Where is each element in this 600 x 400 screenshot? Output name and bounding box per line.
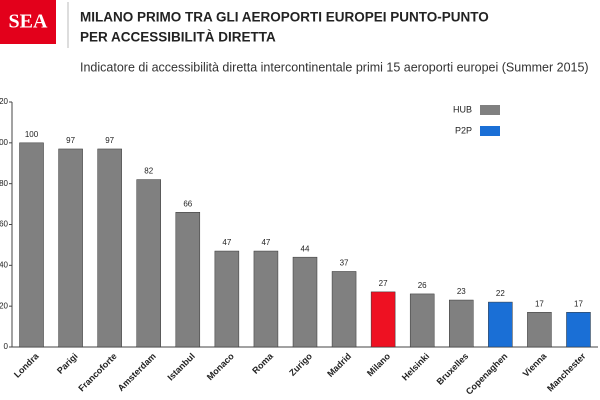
legend-swatch <box>480 126 500 136</box>
x-tick-label: Parigi <box>55 351 80 376</box>
chart-title: PER ACCESSIBILITÀ DIRETTA <box>80 30 276 45</box>
bar <box>97 148 122 348</box>
logo: SEA <box>9 11 48 33</box>
x-tick-label: Roma <box>250 350 275 375</box>
legend-label: P2P <box>455 125 472 135</box>
data-label: 66 <box>183 199 192 208</box>
data-label: 27 <box>379 279 388 288</box>
x-tick-label: Helsinki <box>400 351 431 382</box>
legend-swatch <box>480 105 500 115</box>
data-label: 26 <box>418 281 427 290</box>
data-label: 47 <box>261 238 270 247</box>
logo-box <box>0 0 56 44</box>
bar <box>292 256 318 348</box>
y-tick-label: 80 <box>0 179 9 188</box>
data-label: 47 <box>222 238 231 247</box>
data-label: 44 <box>301 244 310 253</box>
data-label: 82 <box>144 167 153 176</box>
x-tick-label: Copenaghen <box>464 351 510 397</box>
bar <box>19 142 44 348</box>
bar <box>58 148 83 348</box>
y-tick-label: 120 <box>0 97 9 106</box>
x-tick-label: Madrid <box>325 351 353 379</box>
x-tick-label: Bruxelles <box>435 351 471 387</box>
bar <box>449 299 474 348</box>
chart-title: MILANO PRIMO TRA GLI AEROPORTI EUROPEI P… <box>80 10 489 25</box>
x-tick-label: Manchester <box>545 351 588 394</box>
data-label: 17 <box>574 299 583 308</box>
data-label: 23 <box>457 287 466 296</box>
bar <box>136 179 161 348</box>
x-tick-label: Milano <box>365 351 393 379</box>
y-tick-label: 60 <box>0 220 9 229</box>
y-tick-label: 40 <box>0 260 9 269</box>
bar <box>253 250 279 348</box>
data-label: 22 <box>496 289 505 298</box>
y-tick-label: 20 <box>0 301 9 310</box>
bar <box>331 271 357 348</box>
data-label: 37 <box>340 259 349 268</box>
x-tick-label: Amsterdam <box>116 351 158 393</box>
bar <box>175 212 201 348</box>
data-label: 17 <box>535 299 544 308</box>
bar <box>409 293 435 348</box>
x-tick-label: Francoforte <box>76 351 118 393</box>
bar <box>370 291 396 348</box>
bar <box>527 312 552 348</box>
x-tick-label: Vienna <box>521 350 550 379</box>
bar <box>566 312 591 348</box>
x-tick-label: Monaco <box>205 351 236 382</box>
y-tick-label: 0 <box>4 342 9 351</box>
bar <box>214 250 240 348</box>
y-tick-label: 100 <box>0 138 9 147</box>
bar <box>488 301 513 348</box>
data-label: 100 <box>25 130 39 139</box>
x-tick-label: Istanbul <box>165 351 196 382</box>
data-label: 97 <box>105 136 114 145</box>
x-tick-label: Londra <box>12 350 41 379</box>
x-tick-label: Zurigo <box>287 351 314 378</box>
data-label: 97 <box>66 136 75 145</box>
legend-label: HUB <box>453 104 472 114</box>
chart-subtitle: Indicatore di accessibilità diretta inte… <box>80 60 589 74</box>
